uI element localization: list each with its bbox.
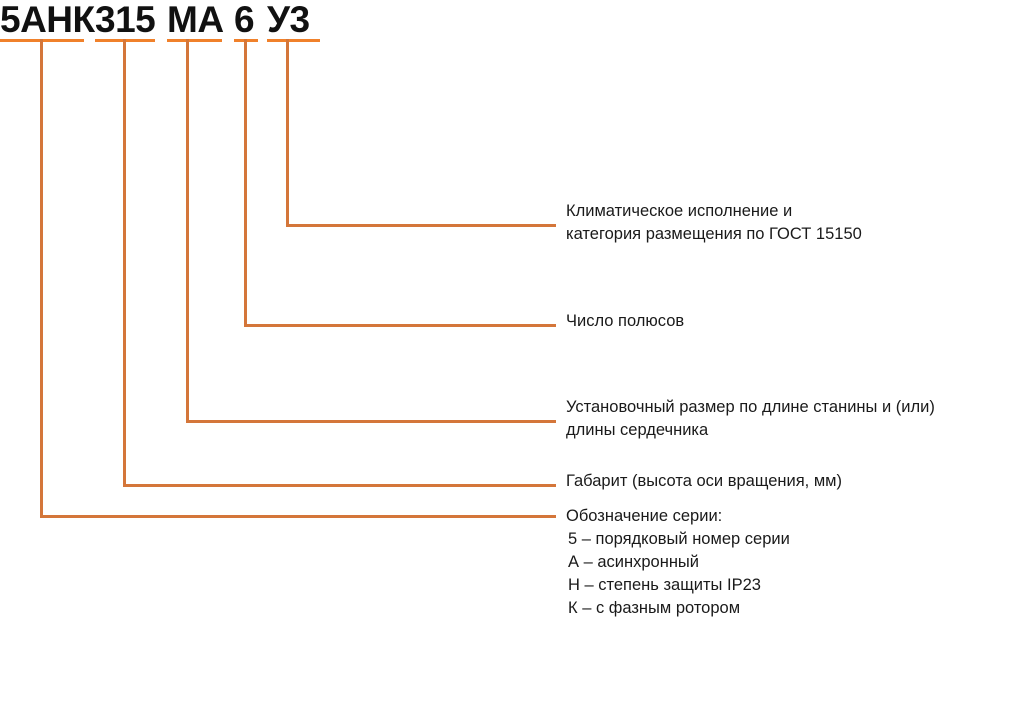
- leader-vertical-mounting-size: [186, 39, 189, 423]
- callout-subline: Н – степень защиты IP23: [568, 576, 761, 594]
- callout-line: Климатическое исполнение и: [566, 202, 793, 220]
- callout-line: категория размещения по ГОСТ 15150: [566, 225, 862, 243]
- leader-horizontal-series-designation: [40, 515, 556, 518]
- designation-segment-poles: 6: [234, 0, 255, 40]
- callout-subline: 5 – порядковый номер серии: [568, 530, 790, 548]
- leader-horizontal-mounting-size: [186, 420, 556, 423]
- leader-horizontal-frame-size: [123, 484, 556, 487]
- callout-line: длины сердечника: [566, 421, 709, 439]
- leader-vertical-climatic-version: [286, 39, 289, 227]
- leader-vertical-series-designation: [40, 39, 43, 518]
- segment-underline-climate: [267, 39, 320, 42]
- callout-subline: К – с фазным ротором: [568, 599, 741, 617]
- leader-horizontal-climatic-version: [286, 224, 556, 227]
- segment-underline-length: [167, 39, 222, 42]
- callout-line: Установочный размер по длине станины и (…: [566, 398, 935, 416]
- callout-line: Габарит (высота оси вращения, мм): [566, 472, 842, 490]
- designation-segment-climate: У3: [267, 0, 310, 40]
- designation-segment-length: МА: [167, 0, 224, 40]
- designation-segment-frame: 315: [95, 0, 156, 40]
- callout-frame-size: Габарит (высота оси вращения, мм): [566, 470, 842, 493]
- callout-line: Обозначение серии:: [566, 507, 723, 525]
- callout-series-designation: Обозначение серии: 5 – порядковый номер …: [566, 505, 790, 620]
- callout-subline: А – асинхронный: [568, 553, 700, 571]
- leader-vertical-pole-count: [244, 39, 247, 327]
- callout-climatic-version: Климатическое исполнение и категория раз…: [566, 200, 862, 246]
- designation-segment-series: 5АНК: [0, 0, 95, 40]
- callout-pole-count: Число полюсов: [566, 310, 684, 333]
- callout-mounting-size: Установочный размер по длине станины и (…: [566, 396, 935, 442]
- leader-horizontal-pole-count: [244, 324, 556, 327]
- callout-line: Число полюсов: [566, 312, 685, 330]
- leader-vertical-frame-size: [123, 39, 126, 487]
